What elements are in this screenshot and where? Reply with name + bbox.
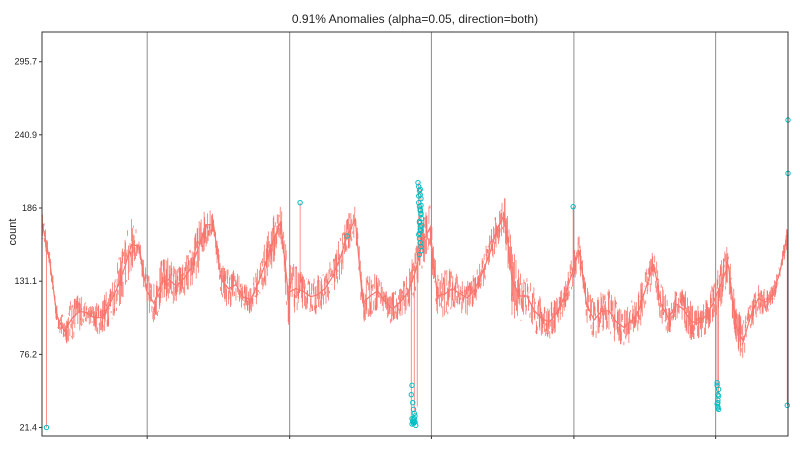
anomaly-point <box>408 391 414 398</box>
anomaly-point <box>784 402 790 409</box>
anomaly-point <box>297 199 303 206</box>
y-axis-ticks: 21.4 76.2 131.1 186 240.9 295.7 <box>14 57 42 432</box>
anomaly-point <box>715 406 722 413</box>
anomaly-point <box>416 193 422 199</box>
anomaly-points <box>43 117 791 431</box>
anomaly-point <box>714 382 720 389</box>
anomaly-point <box>411 410 417 417</box>
anomaly-point <box>413 422 419 429</box>
vertical-lines <box>146 32 717 436</box>
y-axis-label: count <box>7 219 19 246</box>
anomaly-point <box>418 202 424 209</box>
y-tick-label: 295.7 <box>14 57 37 67</box>
anomaly-point <box>715 399 721 406</box>
anomaly-point <box>419 247 425 254</box>
anomaly-point <box>409 382 415 389</box>
plot-panel-border <box>41 31 789 437</box>
y-tick-label: 21.4 <box>19 422 37 432</box>
anomaly-point <box>410 399 416 406</box>
anomaly-point <box>411 415 417 422</box>
y-tick-label: 186 <box>22 203 37 213</box>
anomaly-point <box>715 393 722 399</box>
anomaly-point <box>416 251 423 258</box>
chart-title: 0.91% Anomalies (alpha=0.05, direction=b… <box>292 12 538 26</box>
anomaly-point <box>417 186 423 193</box>
anomaly-point <box>43 424 50 431</box>
y-tick-label: 76.2 <box>19 349 37 359</box>
anomaly-point <box>409 415 415 422</box>
anomaly-point <box>344 233 350 239</box>
series-trend <box>41 211 789 343</box>
anomaly-point <box>416 230 423 237</box>
anomaly-point <box>714 379 720 386</box>
x-axis-ticks <box>146 436 717 439</box>
y-tick-label: 240.9 <box>14 130 37 140</box>
anomaly-point <box>419 222 425 229</box>
anomaly-point <box>570 203 576 210</box>
anomaly-point <box>416 218 423 225</box>
anomaly-point <box>418 210 424 217</box>
anomaly-point <box>412 419 418 425</box>
y-tick-label: 131.1 <box>14 276 37 286</box>
